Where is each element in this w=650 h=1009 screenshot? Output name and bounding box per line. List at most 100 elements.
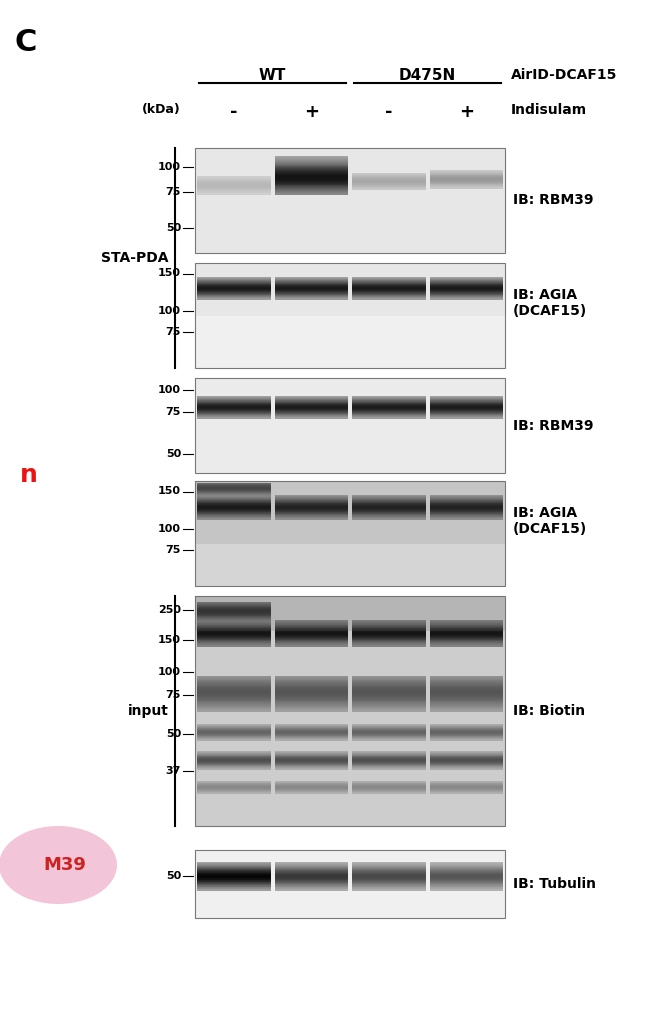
Bar [430, 879, 503, 880]
Bar [430, 622, 503, 623]
Bar [430, 677, 503, 678]
Bar [274, 629, 348, 631]
Bar [274, 625, 348, 626]
Bar [274, 498, 348, 499]
Bar [197, 631, 270, 632]
Bar [274, 400, 348, 401]
Bar [197, 705, 270, 706]
Bar [274, 632, 348, 633]
Bar [352, 412, 426, 413]
Bar [195, 148, 505, 253]
Bar [197, 508, 270, 509]
Bar [352, 634, 426, 635]
Bar [352, 885, 426, 886]
Bar [197, 417, 270, 418]
Bar [197, 299, 270, 300]
Bar [352, 633, 426, 634]
Bar [274, 295, 348, 296]
Bar [274, 286, 348, 287]
Text: WT: WT [259, 68, 286, 83]
Bar [274, 286, 348, 287]
Bar [274, 157, 348, 159]
Bar [274, 627, 348, 628]
Bar [430, 641, 503, 642]
Bar [274, 885, 348, 886]
Bar [197, 507, 270, 508]
Bar [352, 508, 426, 509]
Bar [197, 295, 270, 296]
Bar [430, 686, 503, 687]
Bar [352, 399, 426, 400]
Ellipse shape [0, 826, 117, 904]
Bar [430, 397, 503, 398]
Bar [197, 397, 270, 398]
Bar [274, 692, 348, 693]
Text: M39: M39 [44, 856, 86, 874]
Bar [352, 297, 426, 298]
Bar [274, 513, 348, 515]
Bar [430, 401, 503, 402]
Bar [197, 864, 270, 866]
Bar [352, 882, 426, 883]
Bar [352, 705, 426, 707]
Bar [274, 869, 348, 870]
Bar [352, 514, 426, 515]
Bar [430, 502, 503, 503]
Bar [274, 287, 348, 288]
Bar [430, 295, 503, 296]
Bar [197, 878, 270, 879]
Bar [352, 298, 426, 299]
Bar [352, 293, 426, 294]
Bar [430, 515, 503, 516]
Bar [197, 681, 270, 683]
Bar [352, 400, 426, 401]
Bar [352, 279, 426, 281]
Bar [197, 875, 270, 877]
Bar [430, 623, 503, 624]
Bar [197, 637, 270, 638]
Bar [274, 519, 348, 520]
Bar [274, 637, 348, 638]
Bar [274, 704, 348, 705]
Bar [352, 875, 426, 876]
Bar [274, 873, 348, 875]
Bar [197, 401, 270, 402]
Text: 100: 100 [158, 667, 181, 677]
Bar [274, 689, 348, 690]
Bar [352, 682, 426, 683]
Text: AirID-DCAF15: AirID-DCAF15 [511, 68, 618, 82]
Bar [352, 699, 426, 701]
Bar [197, 409, 270, 410]
Bar [352, 292, 426, 293]
Bar [197, 636, 270, 637]
Bar [197, 623, 270, 624]
Bar [430, 284, 503, 285]
Text: input: input [128, 704, 169, 718]
Bar [197, 633, 270, 634]
Bar [352, 871, 426, 872]
Bar [430, 278, 503, 279]
Bar [430, 404, 503, 405]
Bar [430, 692, 503, 694]
Bar [430, 880, 503, 882]
Bar [430, 297, 503, 298]
Bar [430, 871, 503, 873]
Bar [197, 884, 270, 885]
Bar [274, 282, 348, 283]
Bar [352, 299, 426, 300]
Bar [430, 516, 503, 517]
Bar [197, 879, 270, 880]
Bar [352, 277, 426, 278]
Bar [352, 880, 426, 882]
Bar [352, 286, 426, 287]
Bar [352, 410, 426, 411]
Bar [352, 707, 426, 709]
Bar [274, 282, 348, 283]
Bar [352, 626, 426, 627]
Bar [197, 625, 270, 626]
Bar [430, 887, 503, 888]
Bar [430, 414, 503, 415]
Bar [274, 626, 348, 627]
Bar [430, 504, 503, 506]
Bar [430, 497, 503, 498]
